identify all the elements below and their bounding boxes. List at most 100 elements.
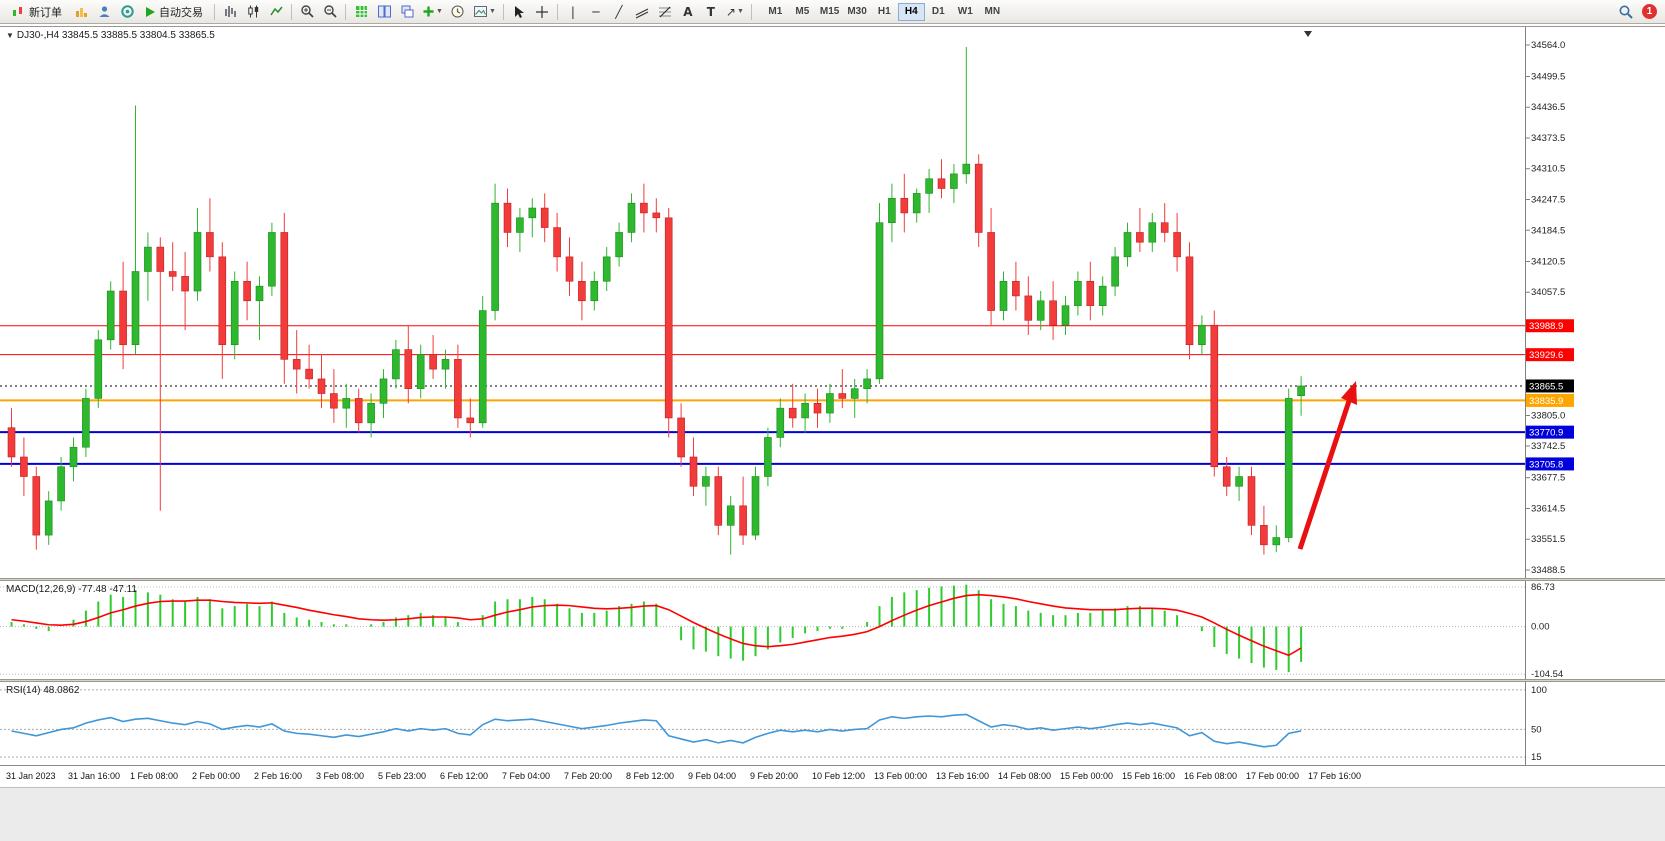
time-axis-label: 2 Feb 16:00 — [254, 771, 303, 781]
autotrading-button[interactable]: 自动交易 — [139, 2, 210, 22]
bar-chart-icon — [224, 6, 236, 17]
timeframe-button-MN[interactable]: MN — [984, 6, 1001, 17]
new-chart-button[interactable]: ▼ — [419, 2, 446, 22]
tile-windows-icon — [377, 5, 391, 18]
price-tick-label: 34564.0 — [1531, 40, 1565, 51]
text-tool-button[interactable]: A — [683, 4, 693, 19]
trend-arrow-annotation — [1297, 381, 1357, 550]
chevron-down-icon: ▼ — [488, 8, 496, 15]
price-tick-label: 34373.5 — [1531, 133, 1565, 144]
timeframe-button-D1[interactable]: D1 — [931, 6, 945, 17]
notification-badge[interactable]: 1 — [1642, 4, 1657, 19]
time-axis-label: 13 Feb 16:00 — [936, 771, 990, 781]
tile-windows-button[interactable] — [373, 2, 395, 22]
main-chart-canvas[interactable]: 34564.0 34499.5 34436.5 34373.5 34310.5 34247… — [0, 27, 1665, 579]
fibonacci-tool-button[interactable] — [654, 2, 676, 22]
window-bottom-strip — [0, 787, 1665, 841]
new-order-icon — [13, 6, 22, 16]
price-tick-label: 34184.5 — [1531, 225, 1565, 236]
channel-tool-button[interactable] — [631, 2, 653, 22]
timeframe-button-M5[interactable]: M5 — [795, 6, 810, 17]
price-tick-label: 34057.5 — [1531, 287, 1565, 298]
navigator-icon[interactable] — [93, 2, 115, 22]
price-badge-label: 33770.9 — [1529, 428, 1563, 439]
price-badge-label: 33705.8 — [1529, 459, 1563, 470]
rsi-tick-label: 50 — [1531, 724, 1542, 735]
bar-chart-mode-button[interactable] — [219, 2, 241, 22]
cursor-tool-button[interactable] — [508, 2, 530, 22]
time-axis[interactable]: 31 Jan 2023 31 Jan 16:00 1 Feb 08:00 2 Feb … — [0, 765, 1665, 787]
arrows-tool-button[interactable]: ↗ ▼ — [723, 2, 747, 22]
time-axis-label: 8 Feb 12:00 — [626, 771, 675, 781]
vertical-line-tool-button[interactable]: | — [570, 4, 575, 19]
time-axis-label: 5 Feb 23:00 — [378, 771, 427, 781]
candlesticks — [7, 46, 1305, 555]
line-chart-icon — [269, 6, 283, 16]
chart-shift-marker — [1304, 31, 1312, 37]
macd-canvas[interactable]: 86.73 0.00 -104.54 — [0, 581, 1665, 679]
zoom-in-button[interactable] — [296, 2, 318, 22]
text-label-tool-button[interactable]: T — [706, 4, 715, 19]
horizontal-line-tool-button[interactable]: ─ — [592, 4, 600, 19]
price-badge — [1526, 379, 1574, 393]
toolbar-separator — [502, 3, 504, 20]
rsi-tick-label: 15 — [1531, 752, 1542, 763]
trendline-tool-button[interactable]: ╱ — [615, 4, 623, 19]
headset-icon — [120, 5, 134, 18]
candlestick-mode-button[interactable] — [242, 2, 264, 22]
price-tick-label: 34247.5 — [1531, 194, 1565, 205]
period-button[interactable] — [447, 2, 469, 22]
zoom-in-icon — [300, 5, 314, 18]
autotrading-label: 自动交易 — [159, 6, 203, 19]
time-axis-label: 9 Feb 04:00 — [688, 771, 737, 781]
timeframe-group: M1 M5 M15 M30 H1 H4 D1 W1 MN — [762, 2, 1006, 21]
price-badge — [1526, 393, 1574, 407]
timeframe-button-H4[interactable]: H4 — [897, 2, 925, 21]
main-chart-panel[interactable]: ▼ DJ30-,H4 33845.5 33885.5 33804.5 33865.… — [0, 26, 1665, 579]
price-badge — [1526, 319, 1574, 333]
time-axis-label: 17 Feb 16:00 — [1308, 771, 1362, 781]
crosshair-tool-button[interactable] — [531, 2, 553, 22]
chart-symbol-header: ▼ DJ30-,H4 33845.5 33885.5 33804.5 33865.… — [6, 30, 215, 41]
person-icon — [99, 6, 109, 17]
timeframe-button-H1[interactable]: H1 — [877, 6, 891, 17]
chart-dropdown-icon[interactable]: ▼ — [6, 31, 14, 40]
plus-icon — [423, 6, 434, 17]
time-axis-label: 31 Jan 2023 — [6, 771, 56, 781]
panel-divider[interactable] — [0, 578, 1665, 581]
price-tick-label: 34120.5 — [1531, 256, 1565, 267]
template-image-icon — [473, 6, 487, 17]
indicators-button[interactable] — [350, 2, 372, 22]
macd-header: MACD(12,26,9) -77.48 -47.11 — [6, 584, 137, 595]
time-axis-label: 17 Feb 00:00 — [1246, 771, 1300, 781]
cascade-windows-button[interactable] — [396, 2, 418, 22]
line-chart-mode-button[interactable] — [265, 2, 287, 22]
template-button[interactable]: ▼ — [470, 2, 499, 22]
time-axis-label: 31 Jan 16:00 — [68, 771, 121, 781]
zoom-out-icon — [323, 5, 337, 18]
timeframe-button-M30[interactable]: M30 — [847, 6, 867, 17]
time-axis-label: 3 Feb 08:00 — [316, 771, 365, 781]
time-axis-label: 15 Feb 00:00 — [1060, 771, 1114, 781]
rsi-panel[interactable]: RSI(14) 48.0862 100 50 15 — [0, 682, 1665, 765]
timeframe-button-M15[interactable]: M15 — [819, 6, 840, 17]
price-tick-label: 33551.5 — [1531, 534, 1565, 545]
price-tick-label: 34436.5 — [1531, 102, 1565, 113]
time-axis-label: 1 Feb 08:00 — [130, 771, 179, 781]
price-badge-label: 33835.9 — [1529, 396, 1563, 407]
terminal-icon[interactable] — [116, 2, 138, 22]
toolbar-separator — [345, 3, 346, 20]
panel-divider[interactable] — [0, 679, 1665, 682]
market-watch-icon[interactable] — [70, 2, 92, 22]
macd-panel[interactable]: MACD(12,26,9) -77.48 -47.11 86.73 0.00 -10… — [0, 581, 1665, 679]
timeframe-button-M1[interactable]: M1 — [768, 6, 783, 17]
rsi-canvas[interactable]: 100 50 15 — [0, 682, 1665, 765]
search-button[interactable] — [1615, 2, 1637, 22]
time-axis-label: 2 Feb 00:00 — [192, 771, 241, 781]
new-order-button[interactable]: 新订单 — [4, 2, 69, 22]
price-badge-label: 33865.5 — [1529, 381, 1563, 392]
price-tick-label: 33677.5 — [1531, 473, 1565, 484]
zoom-out-button[interactable] — [319, 2, 341, 22]
timeframe-button-W1[interactable]: W1 — [957, 6, 973, 17]
price-badge — [1526, 425, 1574, 439]
